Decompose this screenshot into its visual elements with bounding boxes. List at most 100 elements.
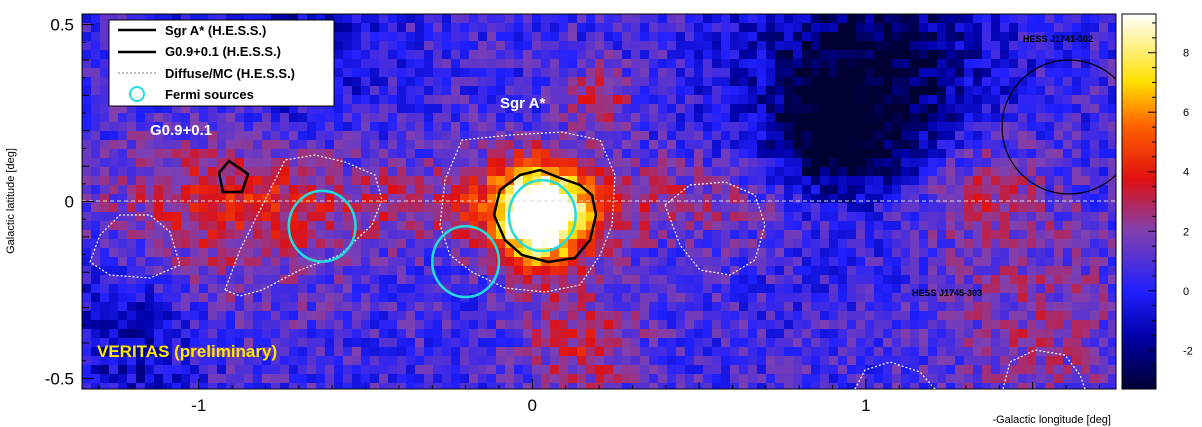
heatmap-cell [1009,347,1019,357]
heatmap-cell [316,266,326,276]
heatmap-cell [865,113,875,123]
heatmap-cell [127,320,137,330]
heatmap-cell [676,104,686,114]
heatmap-cell [703,176,713,186]
heatmap-cell [892,383,902,389]
heatmap-cell [541,275,551,285]
heatmap-cell [442,293,452,303]
heatmap-cell [667,230,677,240]
heatmap-cell [370,203,380,213]
heatmap-cell [1054,131,1064,141]
heatmap-cell [1072,131,1082,141]
heatmap-cell [991,68,1001,78]
heatmap-cell [352,374,362,384]
heatmap-cell [280,167,290,177]
heatmap-cell [730,104,740,114]
heatmap-cell [1090,68,1100,78]
heatmap-cell [721,59,731,69]
heatmap-cell [883,365,893,375]
heatmap-cell [451,131,461,141]
legend-label-diffuse: Diffuse/MC (H.E.S.S.) [165,66,295,81]
heatmap-cell [91,149,101,159]
heatmap-cell [145,113,155,123]
heatmap-cell [343,203,353,213]
heatmap-cell [397,167,407,177]
heatmap-cell [451,284,461,294]
heatmap-cell [667,41,677,51]
heatmap-cell [379,302,389,312]
heatmap-cell [604,104,614,114]
heatmap-cell [694,50,704,60]
heatmap-cell [163,122,173,132]
heatmap-cell [82,167,92,177]
heatmap-cell [1009,167,1019,177]
heatmap-cell [1099,329,1109,339]
heatmap-cell [199,293,209,303]
heatmap-cell [163,320,173,330]
heatmap-cell [271,293,281,303]
heatmap-cell [892,167,902,177]
heatmap-cell [1054,140,1064,150]
heatmap-cell [1036,32,1046,42]
heatmap-cell [541,338,551,348]
heatmap-cell [100,257,110,267]
heatmap-cell [127,185,137,195]
heatmap-cell [586,50,596,60]
heatmap-cell [730,41,740,51]
heatmap-cell [829,203,839,213]
heatmap-cell [1027,230,1037,240]
heatmap-cell [1054,383,1064,389]
heatmap-cell [586,374,596,384]
heatmap-cell [244,140,254,150]
heatmap-cell [451,158,461,168]
heatmap-cell [1009,95,1019,105]
heatmap-cell [316,158,326,168]
heatmap-cell [1072,194,1082,204]
heatmap-cell [811,356,821,366]
heatmap-cell [352,167,362,177]
heatmap-cell [424,23,434,33]
heatmap-cell [82,77,92,87]
heatmap-cell [775,32,785,42]
heatmap-cell [838,302,848,312]
heatmap-cell [199,14,209,24]
heatmap-cell [766,77,776,87]
heatmap-cell [460,122,470,132]
heatmap-cell [1000,266,1010,276]
heatmap-cell [595,77,605,87]
heatmap-cell [415,293,425,303]
heatmap-cell [379,50,389,60]
heatmap-cell [658,338,668,348]
heatmap-cell [1099,365,1109,375]
heatmap-cell [1072,140,1082,150]
heatmap-cell [271,374,281,384]
heatmap-cell [127,374,137,384]
heatmap-cell [757,374,767,384]
heatmap-cell [262,185,272,195]
heatmap-cell [568,347,578,357]
heatmap-cell [1009,230,1019,240]
heatmap-cell [325,194,335,204]
heatmap-cell [460,212,470,222]
heatmap-cell [271,266,281,276]
heatmap-cell [1045,383,1055,389]
heatmap-cell [406,284,416,294]
heatmap-cell [766,284,776,294]
heatmap-cell [469,311,479,321]
heatmap-cell [379,239,389,249]
heatmap-cell [694,320,704,330]
heatmap-cell [559,338,569,348]
heatmap-cell [739,131,749,141]
heatmap-cell [1081,41,1091,51]
heatmap-cell [280,104,290,114]
heatmap-cell [847,140,857,150]
heatmap-cell [109,230,119,240]
heatmap-cell [415,365,425,375]
heatmap-cell [775,338,785,348]
heatmap-cell [982,14,992,24]
heatmap-cell [208,248,218,258]
heatmap-cell [928,275,938,285]
heatmap-cell [613,77,623,87]
heatmap-cell [613,50,623,60]
